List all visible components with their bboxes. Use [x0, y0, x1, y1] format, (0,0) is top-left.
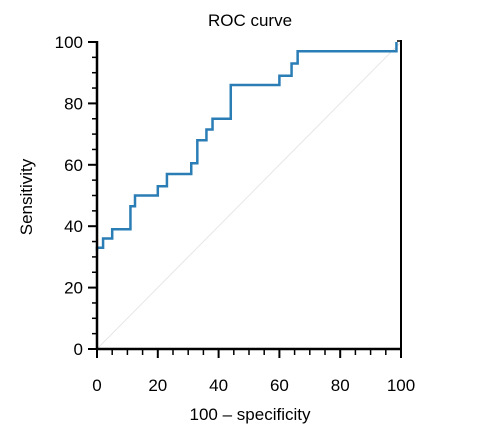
x-axis-title: 100 – specificity [190, 405, 311, 424]
y-tick-label: 80 [64, 94, 83, 113]
chart-title: ROC curve [208, 11, 292, 30]
x-tick-label: 100 [387, 376, 415, 395]
x-tick-label: 20 [148, 376, 167, 395]
y-axis-title: Sensitivity [17, 158, 36, 235]
y-tick-label: 100 [55, 33, 83, 52]
y-tick-label: 0 [74, 340, 83, 359]
roc-line [95, 42, 398, 251]
x-tick-label: 60 [270, 376, 289, 395]
y-tick-label: 60 [64, 156, 83, 175]
y-axis-ticks: 0 20 40 60 80 100 [55, 33, 97, 359]
y-tick-label: 20 [64, 279, 83, 298]
x-tick-label: 80 [331, 376, 350, 395]
reference-line [96, 41, 402, 350]
y-tick-label: 40 [64, 217, 83, 236]
x-tick-label: 40 [209, 376, 228, 395]
x-axis-ticks: 0 20 40 60 80 100 [92, 349, 415, 395]
x-tick-label: 0 [92, 376, 101, 395]
